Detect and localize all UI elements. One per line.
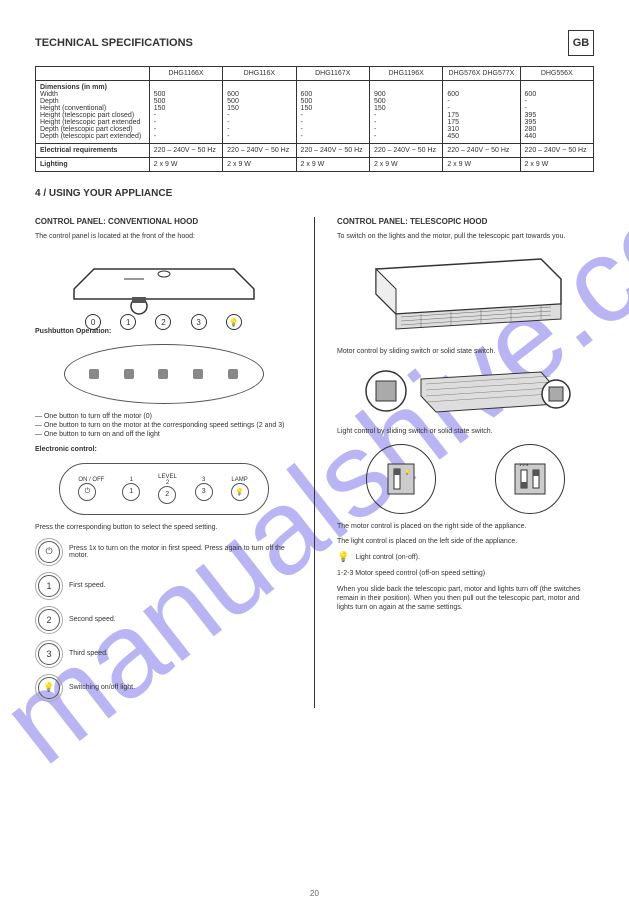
- tele-lamp-text: The light control is placed on the left …: [337, 537, 594, 546]
- electronic-panel-illustration: ON / OFF ⏻ 1 1 LEVEL2 2 3 3: [35, 463, 292, 515]
- lamp-control-text: Light control by sliding switch or solid…: [337, 427, 594, 436]
- table-cell: Electrical requirements: [36, 144, 150, 158]
- light-desc: Light control (on-off).: [355, 554, 419, 561]
- motor-switch-illustration: [337, 364, 594, 419]
- table-header: DHG1196X: [369, 67, 442, 81]
- table-header-row: DHG1166X DHG116X DHG1167X DHG1196X DHG57…: [36, 67, 594, 81]
- table-cell: 2 x 9 W: [149, 158, 222, 172]
- sublabel: Height (telescopic part extended: [40, 119, 140, 126]
- motor-control-text: Motor control by sliding switch or solid…: [337, 347, 594, 356]
- speed3-icon: 3: [38, 643, 60, 665]
- btn-row-1: 1 First speed.: [35, 572, 292, 600]
- rotary-switch-detail: 1·2·3: [495, 444, 565, 514]
- section-title: 4 / USING YOUR APPLIANCE: [35, 188, 594, 199]
- table-header: [36, 67, 150, 81]
- table-row: Lighting 2 x 9 W 2 x 9 W 2 x 9 W 2 x 9 W…: [36, 158, 594, 172]
- table-header: DHG1167X: [296, 67, 369, 81]
- table-cell: 220 – 240V ~ 50 Hz: [149, 144, 222, 158]
- row-label: Dimensions (in mm): [40, 84, 107, 91]
- pushbutton-panel-illustration: 0 1 2 3 💡: [35, 344, 292, 404]
- hood-illustration: [35, 249, 292, 319]
- btn-desc: Press 1x to turn on the motor in first s…: [69, 545, 292, 559]
- table-cell: 2 x 9 W: [443, 158, 520, 172]
- table-cell: Dimensions (in mm) Width Depth Height (c…: [36, 81, 150, 144]
- table-cell: 2 x 9 W: [296, 158, 369, 172]
- sublabel: Depth (telescopic part extended): [40, 133, 141, 140]
- detail-illustrations: 💡 1·2·3: [337, 444, 594, 514]
- speed2-icon: 2: [38, 609, 60, 631]
- sublabel: Height (telescopic part closed): [40, 112, 134, 119]
- power-icon: ⏻: [38, 541, 60, 563]
- light-control-row: 💡 Light control (on-off).: [337, 552, 594, 563]
- btn-row-3: 3 Third speed.: [35, 640, 292, 668]
- table-cell: 2 x 9 W: [520, 158, 593, 172]
- btn-row-lamp: 💡 Switching on/off light.: [35, 674, 292, 702]
- telescopic-close-text: When you slide back the telescopic part,…: [337, 585, 594, 612]
- telescopic-hood-illustration: [337, 249, 594, 339]
- slider-switch-detail: 💡: [366, 444, 436, 514]
- btn-desc: Switching on/off light.: [69, 684, 135, 691]
- page-footer: 20: [0, 889, 629, 898]
- page-content: TECHNICAL SPECIFICATIONS GB DHG1166X DHG…: [0, 0, 629, 738]
- btn-row-onoff: ⏻ Press 1x to turn on the motor in first…: [35, 538, 292, 566]
- table-cell: 220 – 240V ~ 50 Hz: [369, 144, 442, 158]
- table-row: Dimensions (in mm) Width Depth Height (c…: [36, 81, 594, 144]
- btn-desc: Second speed.: [69, 616, 116, 623]
- table-header: DHG556X: [520, 67, 593, 81]
- table-cell: 2 x 9 W: [369, 158, 442, 172]
- column-divider: [314, 217, 315, 708]
- svg-text:💡: 💡: [404, 469, 410, 476]
- table-header: DHG1166X: [149, 67, 222, 81]
- sublabel: Height (conventional): [40, 105, 106, 112]
- btn-row-2: 2 Second speed.: [35, 606, 292, 634]
- lamp-icon: 💡: [38, 677, 60, 699]
- page-title: TECHNICAL SPECIFICATIONS: [35, 37, 193, 49]
- sublabel: Depth (telescopic part closed): [40, 126, 133, 133]
- badge-lamp: 💡: [226, 314, 242, 330]
- btn-desc: First speed.: [69, 582, 106, 589]
- tech-specs-table: DHG1166X DHG116X DHG1167X DHG1196X DHG57…: [35, 66, 594, 172]
- table-cell: 220 – 240V ~ 50 Hz: [223, 144, 296, 158]
- subsection-title: CONTROL PANEL: CONVENTIONAL HOOD: [35, 217, 292, 226]
- table-cell: 600 500 150 - - - -: [223, 81, 296, 144]
- badge-3: 3: [191, 314, 207, 330]
- svg-text:1·2·3: 1·2·3: [519, 462, 529, 467]
- table-header: DHG576X DHG577X: [443, 67, 520, 81]
- page-header: TECHNICAL SPECIFICATIONS GB: [35, 30, 594, 56]
- column-left: CONTROL PANEL: CONVENTIONAL HOOD The con…: [35, 217, 292, 708]
- table-cell: Lighting: [36, 158, 150, 172]
- table-cell: 220 – 240V ~ 50 Hz: [296, 144, 369, 158]
- table-cell: 600 500 150 - - - -: [296, 81, 369, 144]
- table-cell: 600 - - 395 395 280 440: [520, 81, 593, 144]
- pushbutton-desc: — One button to turn off the motor (0) —…: [35, 412, 292, 439]
- badge-1: 1: [120, 314, 136, 330]
- language-badge: GB: [568, 30, 594, 56]
- tele-motor-text: The motor control is placed on the right…: [337, 522, 594, 531]
- table-cell: 220 – 240V ~ 50 Hz: [443, 144, 520, 158]
- speed1-icon: 1: [38, 575, 60, 597]
- column-right: CONTROL PANEL: TELESCOPIC HOOD To switch…: [337, 217, 594, 708]
- electronic-title: Electronic control:: [35, 445, 292, 454]
- intro-text: To switch on the lights and the motor, p…: [337, 232, 594, 241]
- badge-0: 0: [85, 314, 101, 330]
- sublabel: Width: [40, 91, 58, 98]
- intro-text: The control panel is located at the fron…: [35, 232, 292, 241]
- table-row: Electrical requirements 220 – 240V ~ 50 …: [36, 144, 594, 158]
- table-cell: 2 x 9 W: [223, 158, 296, 172]
- sublabel: Depth: [40, 98, 59, 105]
- badge-2: 2: [155, 314, 171, 330]
- two-column-layout: CONTROL PANEL: CONVENTIONAL HOOD The con…: [35, 217, 594, 708]
- subsection-title: CONTROL PANEL: TELESCOPIC HOOD: [337, 217, 594, 226]
- table-cell: 900 500 150 - - - -: [369, 81, 442, 144]
- table-header: DHG116X: [223, 67, 296, 81]
- btn-desc: Third speed.: [69, 650, 108, 657]
- electronic-desc: Press the corresponding button to select…: [35, 523, 292, 532]
- table-cell: 600 - - 175 175 310 450: [443, 81, 520, 144]
- table-cell: 500 500 150 - - - -: [149, 81, 222, 144]
- bulb-icon: 💡: [337, 552, 349, 563]
- table-cell: 220 – 240V ~ 50 Hz: [520, 144, 593, 158]
- speed-control-text: 1-2-3 Motor speed control (off-on speed …: [337, 569, 594, 578]
